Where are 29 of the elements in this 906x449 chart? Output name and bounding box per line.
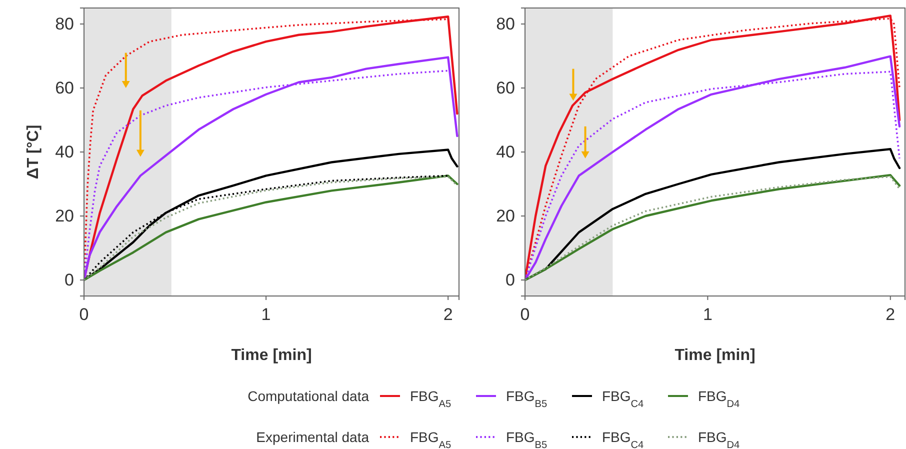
x-tick-label: 2 <box>886 305 896 324</box>
legend-label: FBG$_{B5}$ <box>506 429 548 449</box>
x-axis-title: Time [min] <box>231 347 312 364</box>
y-tick-label: 80 <box>496 14 515 34</box>
y-tick-label: 0 <box>506 270 515 290</box>
legend-label: FBG$_{A5}$ <box>410 429 452 449</box>
x-tick-label: 0 <box>79 305 89 324</box>
legend-label: FBG$_{B5}$ <box>506 388 548 410</box>
y-tick-label: 20 <box>55 206 74 226</box>
x-tick-label: 1 <box>702 305 712 324</box>
x-axis-title: Time [min] <box>674 347 756 364</box>
y-tick-label: 40 <box>55 142 74 162</box>
y-axis-title: ΔT [°C] <box>25 124 42 180</box>
y-tick-label: 60 <box>55 78 74 98</box>
y-tick-label: 60 <box>496 78 515 98</box>
x-tick-label: 0 <box>520 305 530 324</box>
legend-label: FBG$_{D4}$ <box>698 429 740 449</box>
y-tick-label: 0 <box>64 270 74 290</box>
legend-label: FBG$_{D4}$ <box>698 388 740 410</box>
text: Experimental data <box>256 429 370 445</box>
x-tick-label: 1 <box>261 305 271 324</box>
text: Computational data <box>248 388 370 404</box>
y-tick-label: 40 <box>496 142 515 162</box>
x-tick-label: 2 <box>443 305 453 324</box>
legend-label: FBG$_{A5}$ <box>410 388 452 410</box>
y-tick-label: 80 <box>55 14 74 34</box>
legend-label: FBG$_{C4}$ <box>602 429 644 449</box>
y-tick-label: 20 <box>496 206 515 226</box>
legend-label: FBG$_{C4}$ <box>602 388 644 410</box>
